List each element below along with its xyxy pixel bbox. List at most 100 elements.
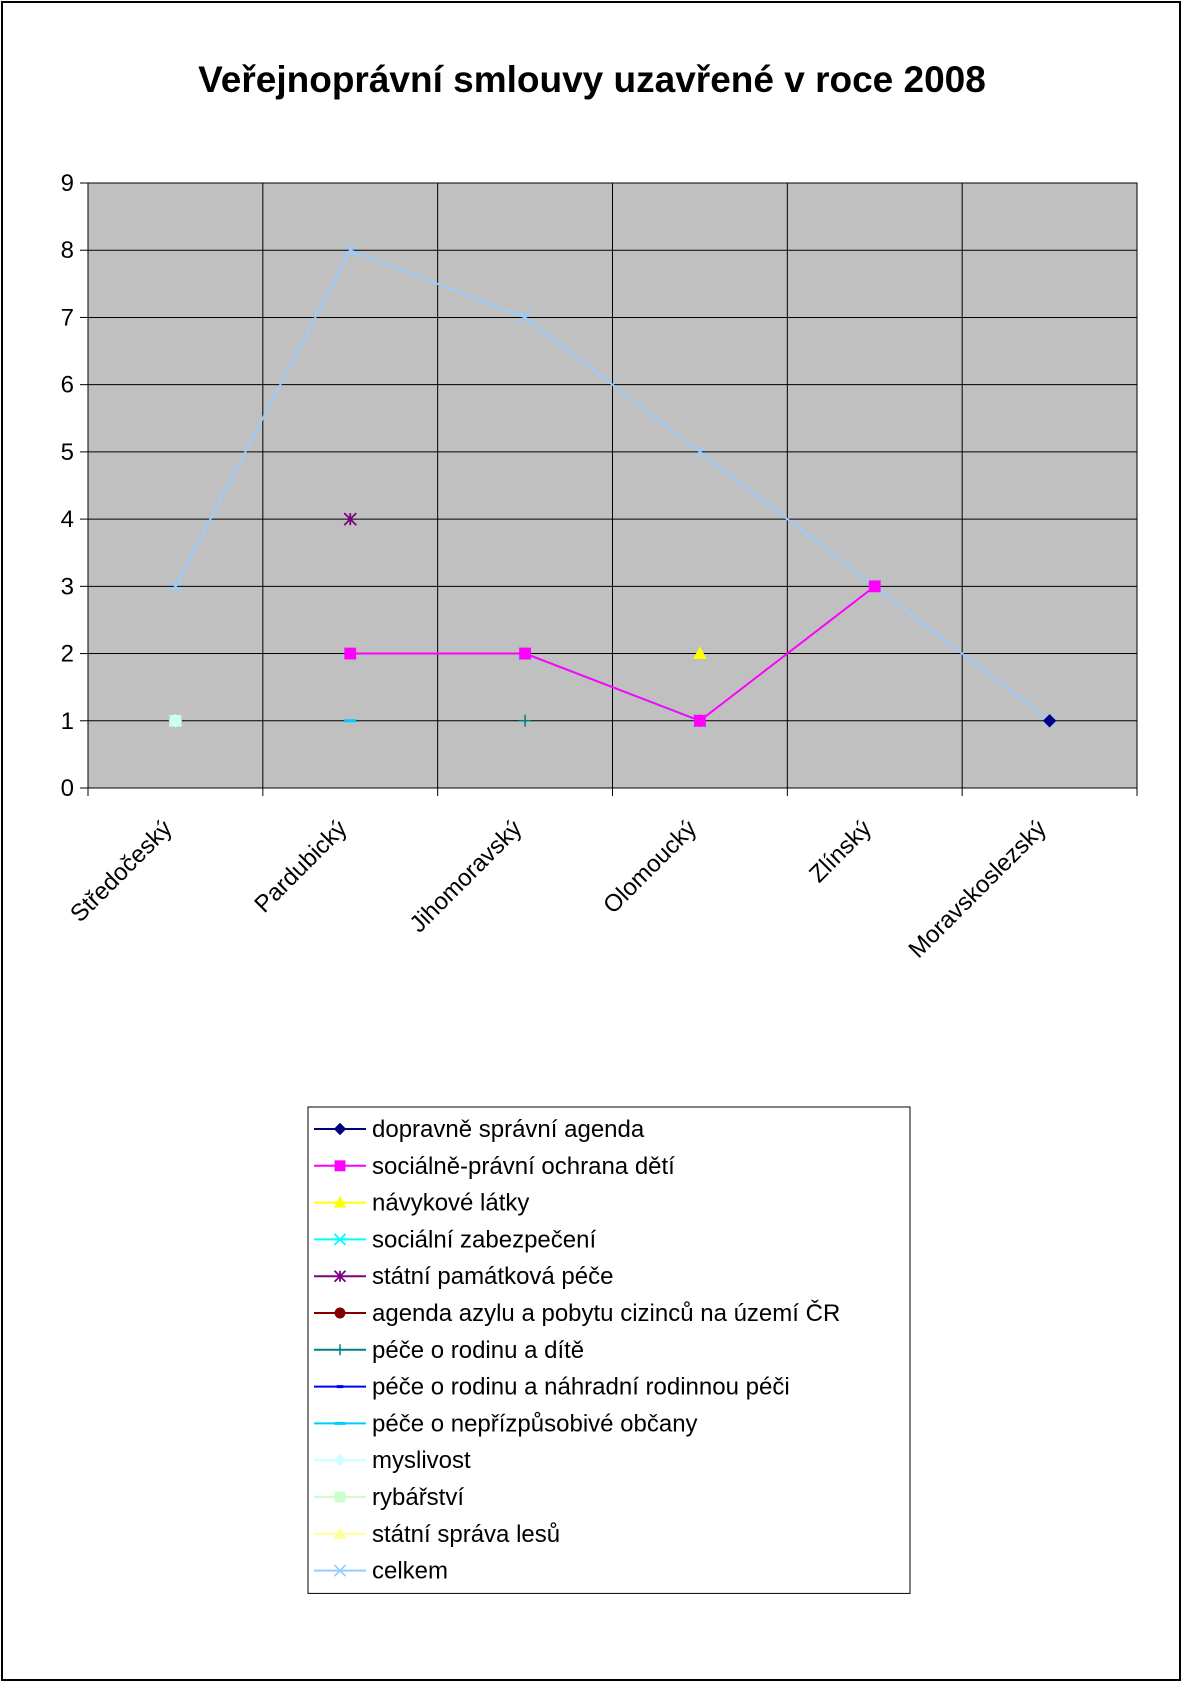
y-tick-label: 6: [61, 372, 74, 399]
y-tick-label: 2: [61, 641, 74, 668]
legend-label: myslivost: [372, 1447, 471, 1474]
series-line: [174, 248, 1051, 722]
data-point: [343, 243, 357, 257]
data-point: [333, 1564, 347, 1577]
series: [1042, 714, 1057, 728]
legend-item: celkem: [314, 1558, 448, 1585]
data-point: [519, 714, 532, 727]
legend-label: péče o rodinu a náhradní rodinnou péči: [372, 1374, 790, 1401]
x-tick-label: Jihomoravský: [404, 815, 527, 938]
data-point: [344, 719, 357, 723]
marker-x: [693, 445, 707, 459]
plot-area: [87, 182, 1138, 789]
marker-longdash: [334, 1421, 346, 1425]
marker-diamond: [168, 714, 183, 728]
series: [519, 714, 532, 727]
legend-label: sociální zabezpečení: [372, 1226, 596, 1253]
marker-triangle: [693, 646, 707, 659]
marker-dash: [336, 1385, 344, 1389]
data-point: [333, 1196, 347, 1208]
legend-label: péče o rodinu a dítě: [372, 1337, 584, 1364]
data-point: [168, 579, 183, 593]
legend-label: návykové látky: [372, 1190, 529, 1217]
legend-item: péče o rodinu a náhradní rodinnou péči: [314, 1374, 790, 1401]
marker-diamond: [1042, 714, 1057, 728]
marker-x: [168, 579, 183, 593]
legend-item: dopravně správní agenda: [314, 1116, 645, 1143]
legend-item: státní správa lesů: [314, 1521, 560, 1548]
data-point: [693, 445, 707, 459]
data-point: [1042, 714, 1057, 728]
legend-item: návykové látky: [314, 1190, 529, 1217]
legend-item: státní památková péče: [314, 1263, 613, 1290]
legend: dopravně správní agenda sociálně-právní o…: [307, 1106, 911, 1594]
data-point: [334, 1344, 346, 1356]
data-point: [333, 1233, 347, 1246]
data-point: [334, 1491, 346, 1503]
marker-longdash: [344, 719, 357, 723]
data-point: [868, 580, 881, 593]
legend-item: sociální zabezpečení: [314, 1226, 596, 1253]
marker-square: [334, 1491, 346, 1503]
legend-label: péče o nepřízpůsobivé občany: [372, 1410, 698, 1437]
data-point: [343, 512, 357, 526]
series-line: [350, 585, 876, 722]
y-tick-label: 3: [61, 573, 74, 600]
marker-plus: [519, 714, 532, 727]
data-point: [694, 714, 706, 727]
marker-square: [694, 714, 706, 727]
line-chart: Veřejnoprávní smlouvy uzavřené v roce 20…: [61, 59, 1138, 1594]
legend-label: dopravně správní agenda: [372, 1116, 645, 1143]
x-tick-label: Pardubický: [249, 815, 352, 918]
data-point: [333, 1453, 347, 1467]
marker-triangle: [333, 1527, 347, 1539]
y-tick-label: 5: [61, 439, 74, 466]
marker-square: [334, 1160, 346, 1172]
data-point: [518, 310, 532, 325]
legend-item: myslivost: [314, 1447, 471, 1474]
legend-label: státní správa lesů: [372, 1521, 560, 1548]
data-point: [333, 1122, 347, 1136]
marker-x: [518, 310, 532, 325]
data-point: [693, 646, 707, 659]
data-point: [333, 1527, 347, 1539]
x-tick-label: Středočeský: [65, 815, 177, 927]
marker-x: [333, 1564, 347, 1577]
data-point: [168, 714, 183, 728]
marker-diamond: [333, 1122, 347, 1136]
marker-square: [868, 580, 881, 593]
data-point: [334, 1307, 346, 1319]
y-tick-label: 9: [61, 170, 74, 197]
legend-item: agenda azylu a pobytu cizinců na území Č…: [314, 1299, 840, 1327]
x-tick-label: Olomoucký: [598, 815, 702, 919]
series: [344, 719, 357, 723]
legend-item: rybářství: [314, 1484, 464, 1511]
legend-label: agenda azylu a pobytu cizinců na území Č…: [372, 1299, 840, 1327]
legend-item: péče o nepřízpůsobivé občany: [314, 1410, 698, 1437]
chart-title: Veřejnoprávní smlouvy uzavřené v roce 20…: [198, 59, 986, 100]
legend-label: státní památková péče: [372, 1263, 613, 1290]
data-point: [334, 1421, 346, 1425]
legend-label: sociálně-právní ochrana dětí: [372, 1153, 675, 1180]
series: [168, 714, 183, 728]
series: [693, 646, 707, 659]
legend-label: rybářství: [372, 1484, 464, 1511]
marker-diamond: [333, 1453, 347, 1467]
y-tick-label: 7: [61, 304, 74, 331]
y-tick-label: 1: [61, 708, 74, 735]
legend-label: celkem: [372, 1558, 448, 1585]
legend-box: [307, 1106, 911, 1594]
marker-star: [343, 512, 357, 526]
y-tick-label: 0: [61, 775, 74, 802]
data-point: [334, 1160, 346, 1172]
marker-square: [344, 647, 357, 660]
data-point: [519, 647, 531, 660]
y-tick-label: 4: [61, 506, 74, 533]
x-tick-label: Zlínský: [804, 815, 877, 888]
marker-square: [519, 647, 531, 660]
marker-x: [343, 243, 357, 257]
marker-star: [333, 1270, 347, 1283]
y-tick-label: 8: [61, 237, 74, 264]
legend-item: sociálně-právní ochrana dětí: [314, 1153, 675, 1180]
